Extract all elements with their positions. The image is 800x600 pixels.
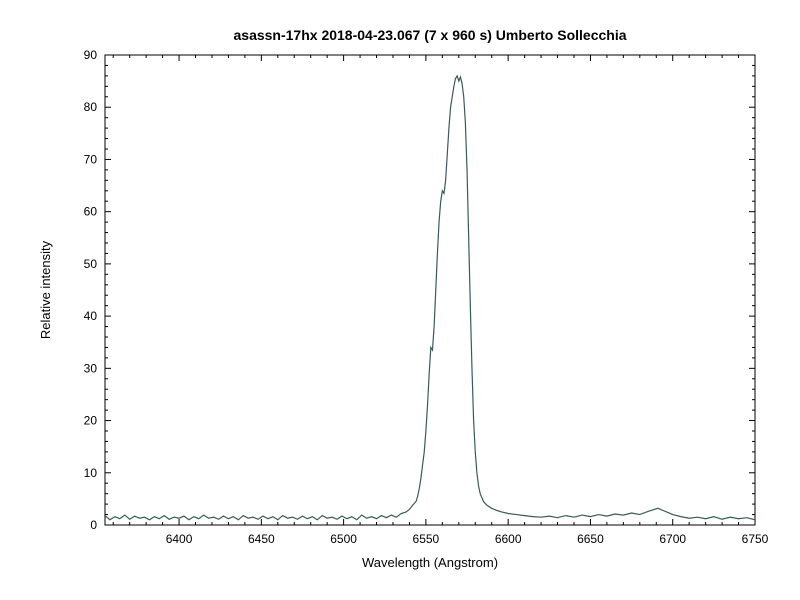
x-axis-label: Wavelength (Angstrom) [362, 555, 498, 570]
y-tick-label: 60 [84, 205, 98, 219]
y-tick-label: 20 [84, 414, 98, 428]
y-tick-label: 40 [84, 309, 98, 323]
x-tick-label: 6450 [248, 532, 275, 546]
x-tick-label: 6750 [742, 532, 769, 546]
spectrum-chart: 6400 6450 6500 6550 6600 6650 6700 6750 0 10 20 30 4… [0, 0, 800, 600]
y-tick-label: 30 [84, 361, 98, 375]
x-tick-label: 6500 [330, 532, 357, 546]
y-tick-label: 0 [90, 518, 97, 532]
chart-svg: 6400 6450 6500 6550 6600 6650 6700 6750 0 10 20 30 4… [0, 0, 800, 600]
x-tick-label: 6700 [659, 532, 686, 546]
x-tick-label: 6600 [495, 532, 522, 546]
x-tick-label: 6400 [166, 532, 193, 546]
y-tick-label: 50 [84, 257, 98, 271]
y-tick-label: 10 [84, 466, 98, 480]
y-tick-label: 80 [84, 100, 98, 114]
x-tick-label: 6650 [577, 532, 604, 546]
y-axis-label: Relative intensity [38, 240, 53, 339]
chart-title: asassn-17hx 2018-04-23.067 (7 x 960 s) U… [234, 27, 627, 43]
x-tick-label: 6550 [413, 532, 440, 546]
y-tick-label: 90 [84, 48, 98, 62]
y-tick-label: 70 [84, 152, 98, 166]
